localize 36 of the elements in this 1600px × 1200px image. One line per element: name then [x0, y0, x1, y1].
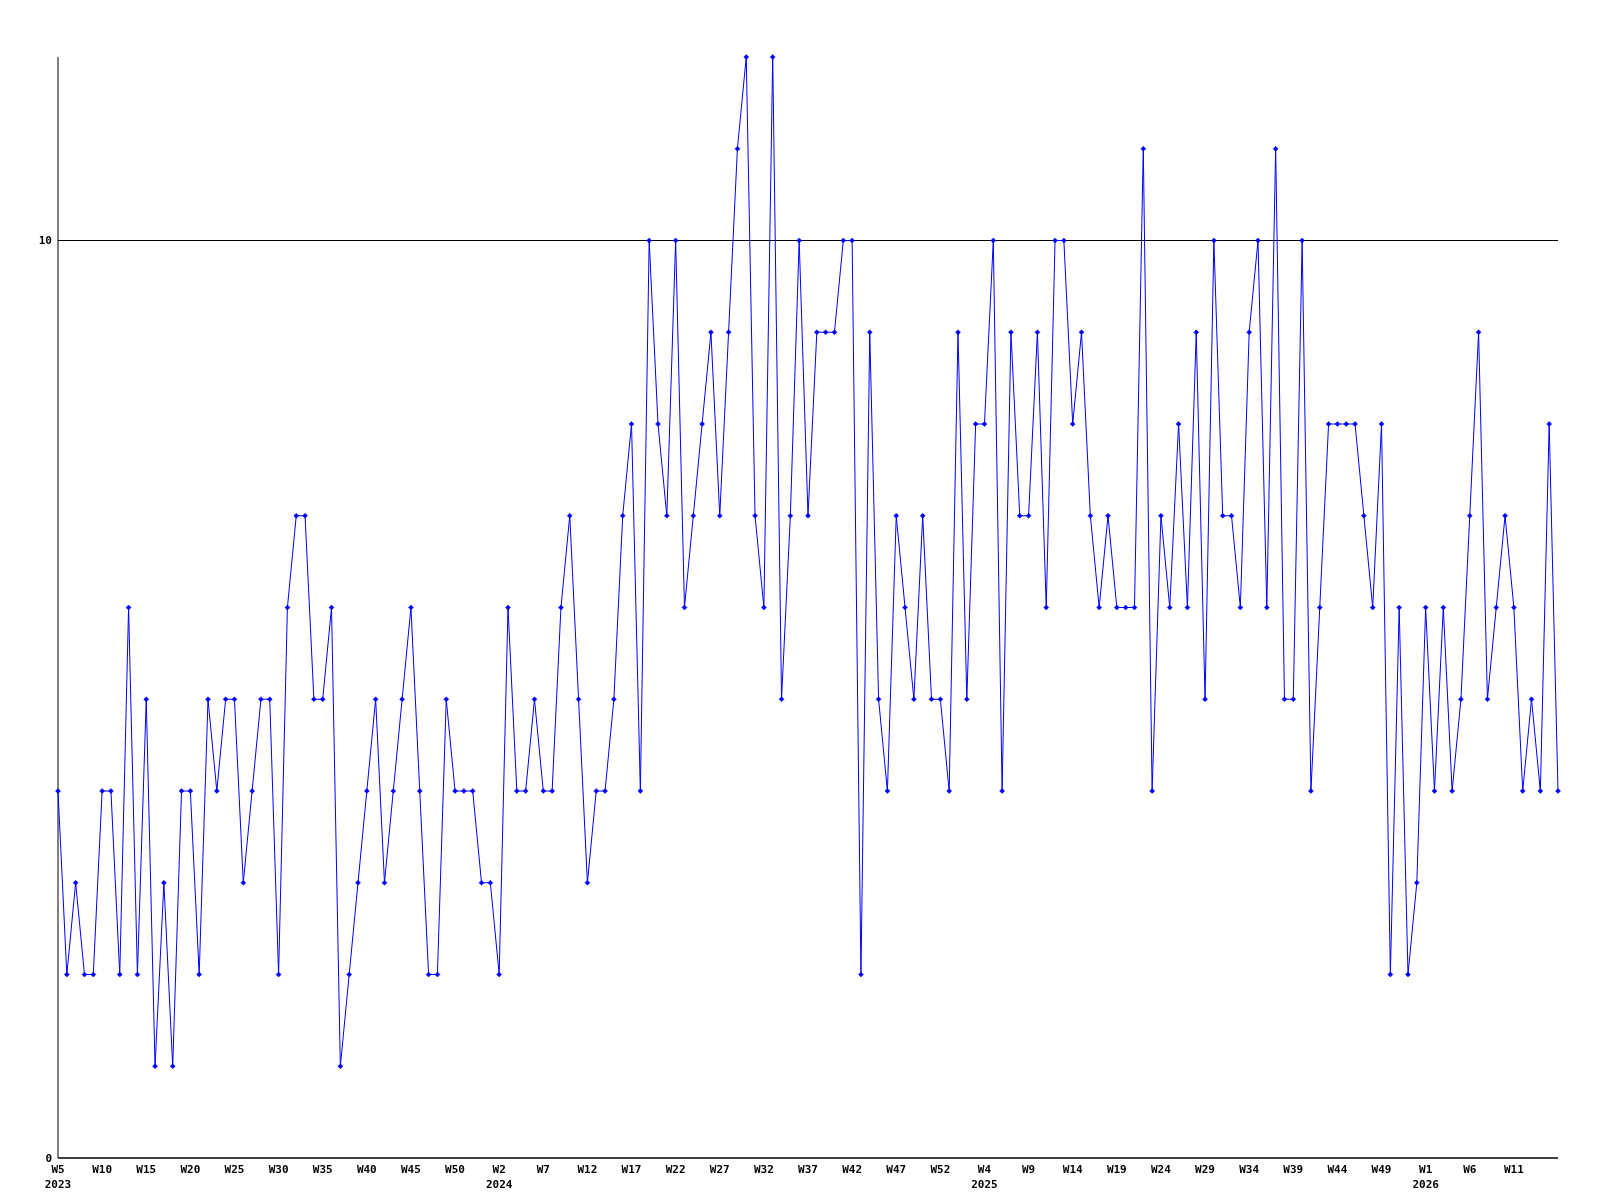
x-tick-label: W35 [312, 1163, 333, 1176]
x-tick-label: W7 [536, 1163, 550, 1176]
x-tick-label: W17 [621, 1163, 642, 1176]
x-tick-label: W49 [1371, 1163, 1392, 1176]
y-tick-label: 0 [45, 1151, 52, 1165]
x-tick-label: W19 [1106, 1163, 1127, 1176]
x-tick-label: W25 [224, 1163, 245, 1176]
x-tick-label: W20 [180, 1163, 201, 1176]
x-tick-label: W12 [577, 1163, 598, 1176]
x-tick-label: W15 [136, 1163, 157, 1176]
x-tick-label: W29 [1195, 1163, 1215, 1176]
x-tick-label: W24 [1151, 1163, 1172, 1176]
x-tick-label: W27 [709, 1163, 730, 1176]
x-tick-label: W47 [886, 1163, 907, 1176]
y-tick-label: 10 [38, 234, 52, 248]
x-tick-label: W44 [1327, 1163, 1348, 1176]
x-tick-label: W30 [268, 1163, 289, 1176]
x-tick-label: W6 [1463, 1163, 1477, 1176]
x-tick-label: W40 [356, 1163, 377, 1176]
x-tick-label: W39 [1283, 1163, 1304, 1176]
x-tick-label: W42 [842, 1163, 863, 1176]
x-tick-label: W32 [753, 1163, 774, 1176]
x-tick-label: W1 2026 [1412, 1163, 1440, 1191]
x-tick-label: W45 [401, 1163, 421, 1176]
x-tick-label: W9 [1021, 1163, 1036, 1176]
x-tick-label: W5 2023 [44, 1163, 72, 1191]
x-tick-label: W34 [1239, 1163, 1260, 1176]
x-tick-label: W4 2025 [971, 1163, 998, 1191]
x-tick-label: W37 [798, 1163, 818, 1176]
x-tick-label: W22 [665, 1163, 686, 1176]
x-tick-label: W10 [92, 1163, 113, 1176]
x-tick-label: W11 [1503, 1163, 1525, 1176]
x-tick-label: W52 [930, 1163, 951, 1176]
x-tick-label: W50 [445, 1163, 465, 1176]
x-tick-label: W2 2024 [485, 1163, 513, 1191]
x-tick-label: W14 [1062, 1163, 1084, 1176]
